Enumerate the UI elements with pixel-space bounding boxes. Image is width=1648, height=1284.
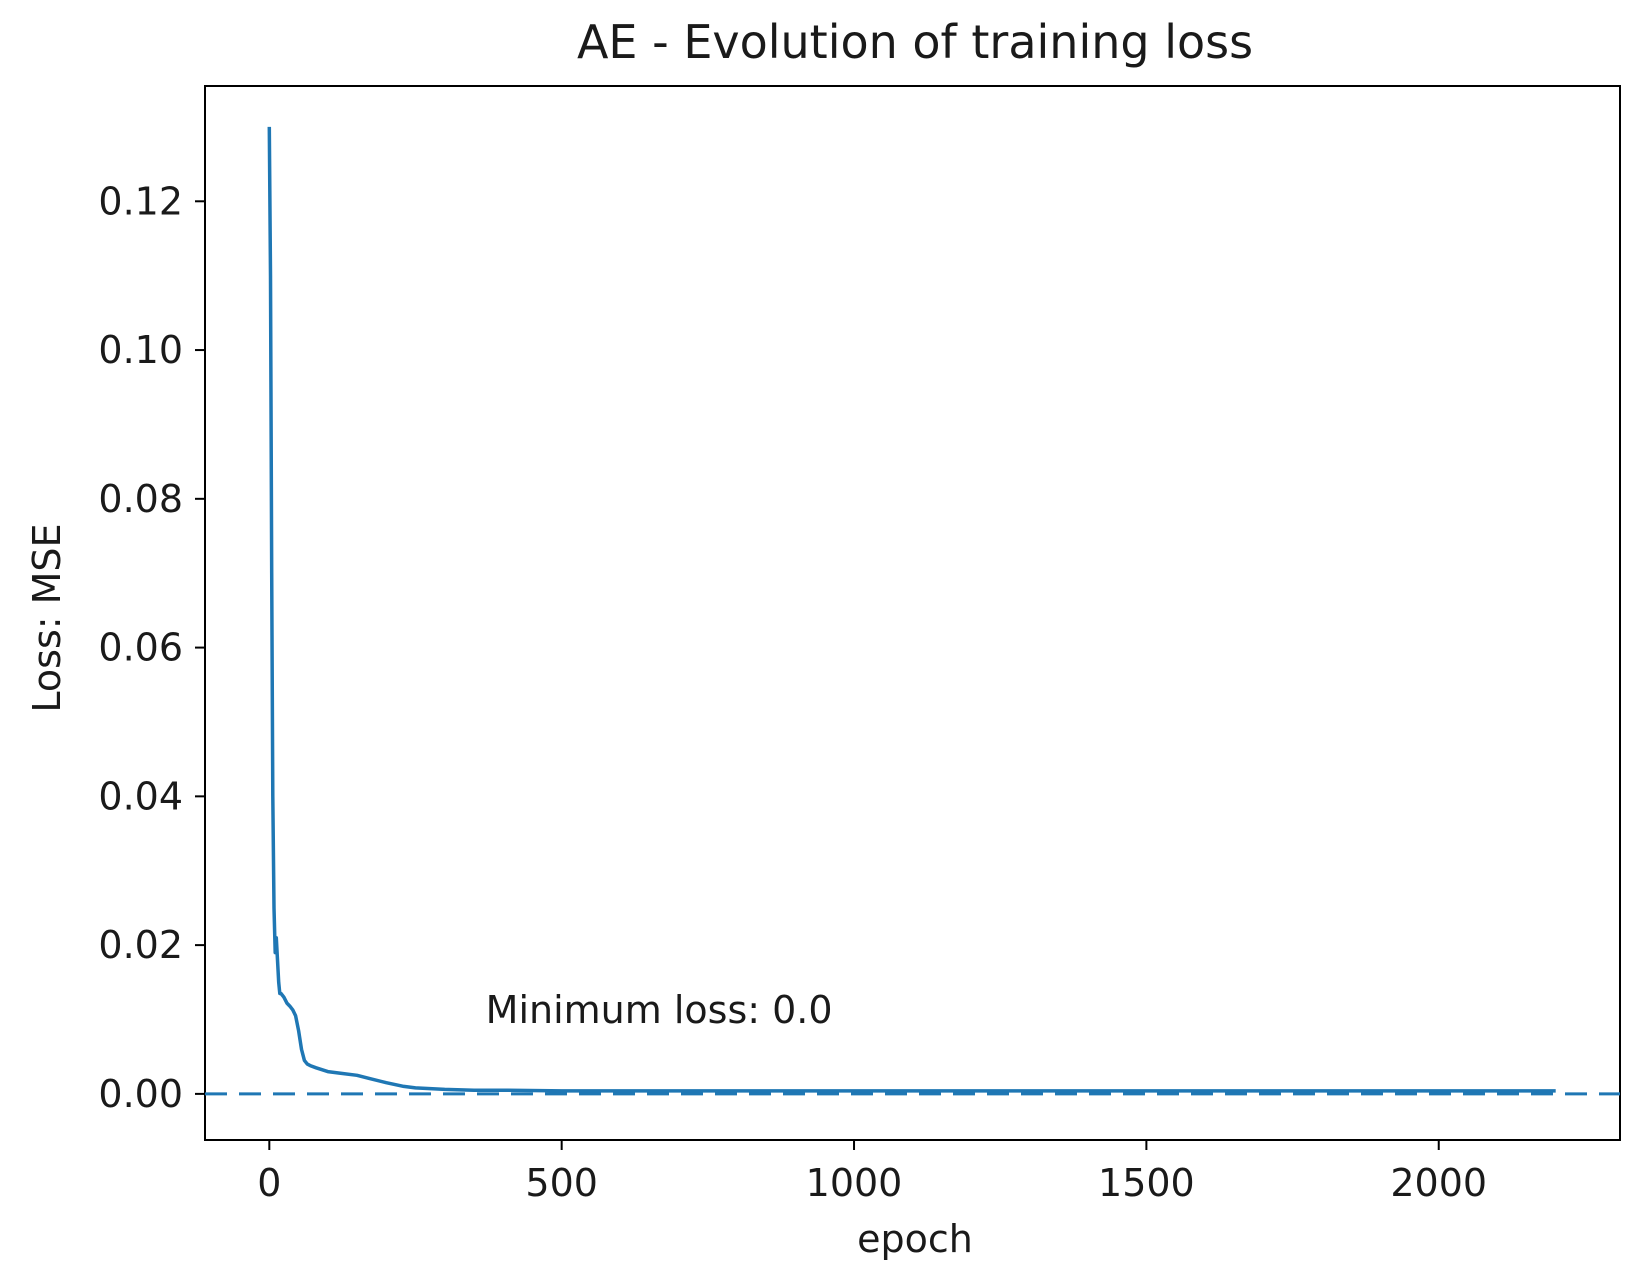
training-loss-line bbox=[267, 126, 1556, 1093]
y-tick-label: 0.10 bbox=[98, 328, 183, 372]
x-tick-label: 500 bbox=[525, 1161, 598, 1205]
y-tick-label: 0.08 bbox=[98, 477, 183, 521]
minimum-loss-annotation: Minimum loss: 0.0 bbox=[486, 988, 833, 1032]
ticks-group: 0 500 1000 1500 2000 0.00 0.02 0.04 0.06 0.08 0.10… bbox=[98, 179, 1487, 1205]
plot-frame bbox=[204, 85, 1621, 1141]
x-tick-label: 2000 bbox=[1390, 1161, 1487, 1205]
chart-title: AE - Evolution of training loss bbox=[577, 15, 1253, 69]
x-tick-label: 1500 bbox=[1098, 1161, 1195, 1205]
y-tick-label: 0.02 bbox=[98, 923, 183, 967]
x-tick-label: 0 bbox=[257, 1161, 281, 1205]
plot-group bbox=[205, 126, 1620, 1096]
y-tick-label: 0.12 bbox=[98, 179, 183, 223]
y-axis-label: Loss: MSE bbox=[25, 523, 69, 712]
x-axis-label: epoch bbox=[857, 1217, 973, 1261]
x-tick-label: 1000 bbox=[806, 1161, 903, 1205]
axes-group bbox=[204, 85, 1621, 1141]
y-tick-label: 0.06 bbox=[98, 626, 183, 670]
y-tick-label: 0.04 bbox=[98, 774, 183, 818]
y-tick-label: 0.00 bbox=[98, 1072, 183, 1116]
